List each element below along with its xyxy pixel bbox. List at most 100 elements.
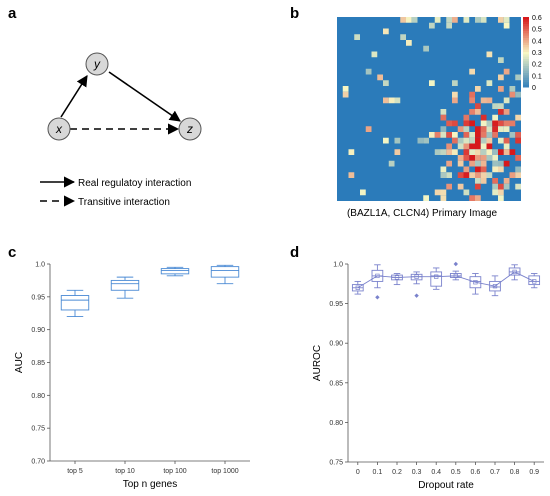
heatmap-cell bbox=[457, 143, 464, 150]
x-tick-label: 0.6 bbox=[471, 469, 481, 476]
heatmap-cell bbox=[434, 17, 441, 23]
heatmap-cell bbox=[440, 149, 447, 155]
colorbar-segment bbox=[523, 52, 529, 55]
heatmap-cell bbox=[498, 137, 504, 144]
heatmap-cell bbox=[498, 17, 504, 23]
heatmap-cell bbox=[498, 166, 504, 173]
heatmap-cell bbox=[434, 149, 441, 155]
colorbar-segment bbox=[523, 80, 529, 83]
colorbar-segment bbox=[523, 31, 529, 34]
x-tick-label: 0.5 bbox=[451, 469, 461, 476]
heatmap-cell bbox=[503, 22, 510, 29]
heatmap-cell bbox=[475, 172, 481, 178]
heatmap-cell bbox=[480, 143, 487, 150]
heatmap-cell bbox=[515, 155, 521, 161]
heatmap-cell bbox=[486, 120, 493, 127]
heatmap-cell bbox=[498, 86, 504, 92]
colorbar-segment bbox=[523, 47, 529, 51]
heatmap-cell bbox=[492, 126, 498, 132]
box bbox=[110, 279, 140, 291]
colorbar-segment bbox=[523, 63, 529, 67]
heatmap-cell bbox=[417, 137, 424, 144]
mean-marker bbox=[434, 274, 439, 279]
heatmap-cell bbox=[452, 132, 458, 138]
heatmap-cell bbox=[446, 17, 452, 23]
heatmap-cell bbox=[503, 160, 510, 167]
y-tick-label: 1.0 bbox=[35, 262, 45, 269]
colorbar-segment bbox=[523, 54, 529, 58]
y-axis-label: AUC bbox=[14, 352, 25, 373]
node-x bbox=[47, 117, 71, 141]
heatmap-cell bbox=[515, 172, 521, 178]
heatmap-cell bbox=[480, 155, 487, 161]
heatmap-cell bbox=[475, 126, 481, 132]
x-tick-label: 0.9 bbox=[529, 469, 539, 476]
colorbar-tick-label: 0 bbox=[532, 85, 536, 92]
heatmap-cell bbox=[406, 17, 412, 23]
colorbar-segment bbox=[523, 66, 529, 69]
heatmap-cell bbox=[423, 137, 429, 144]
colorbar-segment bbox=[523, 35, 529, 39]
heatmap-caption: (BAZL1A, CLCN4) Primary Image bbox=[347, 208, 497, 219]
heatmap-cell bbox=[498, 74, 504, 81]
heatmap-cell bbox=[388, 160, 395, 167]
heatmap-cell bbox=[503, 149, 510, 155]
heatmap-cell bbox=[475, 17, 481, 23]
y-tick-label: 0.85 bbox=[329, 380, 343, 387]
heatmap-cell bbox=[498, 109, 504, 115]
colorbar-segment bbox=[523, 45, 529, 48]
heatmap-cell bbox=[480, 160, 487, 167]
x-tick-label: top 5 bbox=[67, 468, 83, 475]
heatmap-cell bbox=[509, 172, 516, 178]
x-tick-label: 0.7 bbox=[490, 469, 500, 476]
heatmap-cell bbox=[475, 149, 481, 155]
y-tick-label: 0.95 bbox=[329, 301, 343, 308]
heatmap-cell bbox=[457, 155, 464, 161]
heatmap-cell bbox=[440, 172, 447, 178]
heatmap-cell bbox=[469, 132, 475, 138]
mean-marker bbox=[375, 273, 380, 279]
heatmap-cell bbox=[480, 97, 487, 104]
colorbar-segment bbox=[523, 82, 529, 86]
heatmap-cell bbox=[492, 120, 498, 127]
heatmap-cell bbox=[469, 109, 475, 115]
heatmap-cell bbox=[492, 149, 498, 155]
heatmap-cell bbox=[492, 132, 498, 138]
heatmap-cell bbox=[480, 17, 487, 23]
heatmap-cell bbox=[469, 137, 475, 144]
colorbar-tick-label: 0.4 bbox=[532, 38, 542, 45]
heatmap-cell bbox=[365, 68, 372, 75]
heatmap-cell bbox=[515, 132, 521, 138]
colorbar: 0.6 0.5 0.4 0.3 0.2 0.1 0 bbox=[523, 15, 542, 92]
colorbar-segment bbox=[523, 33, 529, 37]
heatmap-cell bbox=[423, 45, 429, 52]
heatmap-cell bbox=[377, 74, 383, 81]
x-tick-label: top 100 bbox=[163, 468, 186, 475]
node-z bbox=[178, 117, 202, 141]
heatmap-cell bbox=[457, 160, 464, 167]
heatmap-cell bbox=[475, 109, 481, 115]
heatmap-cell bbox=[475, 143, 481, 150]
x-tick-label: 0.2 bbox=[392, 469, 402, 476]
heatmap-cell bbox=[503, 126, 510, 132]
y-tick-label: 0.70 bbox=[31, 459, 45, 466]
heatmap-cell bbox=[446, 160, 452, 167]
colorbar-segment bbox=[523, 59, 529, 62]
box bbox=[528, 275, 541, 286]
heatmap-cell bbox=[388, 97, 395, 104]
heatmap-cell bbox=[457, 172, 464, 178]
heatmap-cell bbox=[469, 91, 475, 98]
heatmap-cell bbox=[452, 120, 458, 127]
heatmap-cell bbox=[480, 126, 487, 132]
colorbar-segment bbox=[523, 75, 529, 79]
heatmap-cell bbox=[498, 120, 504, 127]
colorbar-tick-label: 0.6 bbox=[532, 15, 542, 22]
heatmap-cell bbox=[463, 149, 470, 155]
heatmap-cell bbox=[446, 183, 452, 190]
heatmap-cell bbox=[400, 17, 406, 23]
heatmap-cell bbox=[429, 132, 435, 138]
heatmap-cell bbox=[492, 166, 498, 173]
x-tick-label: 0.3 bbox=[412, 469, 422, 476]
heatmap-cell bbox=[498, 195, 504, 201]
heatmap-cell bbox=[503, 120, 510, 127]
